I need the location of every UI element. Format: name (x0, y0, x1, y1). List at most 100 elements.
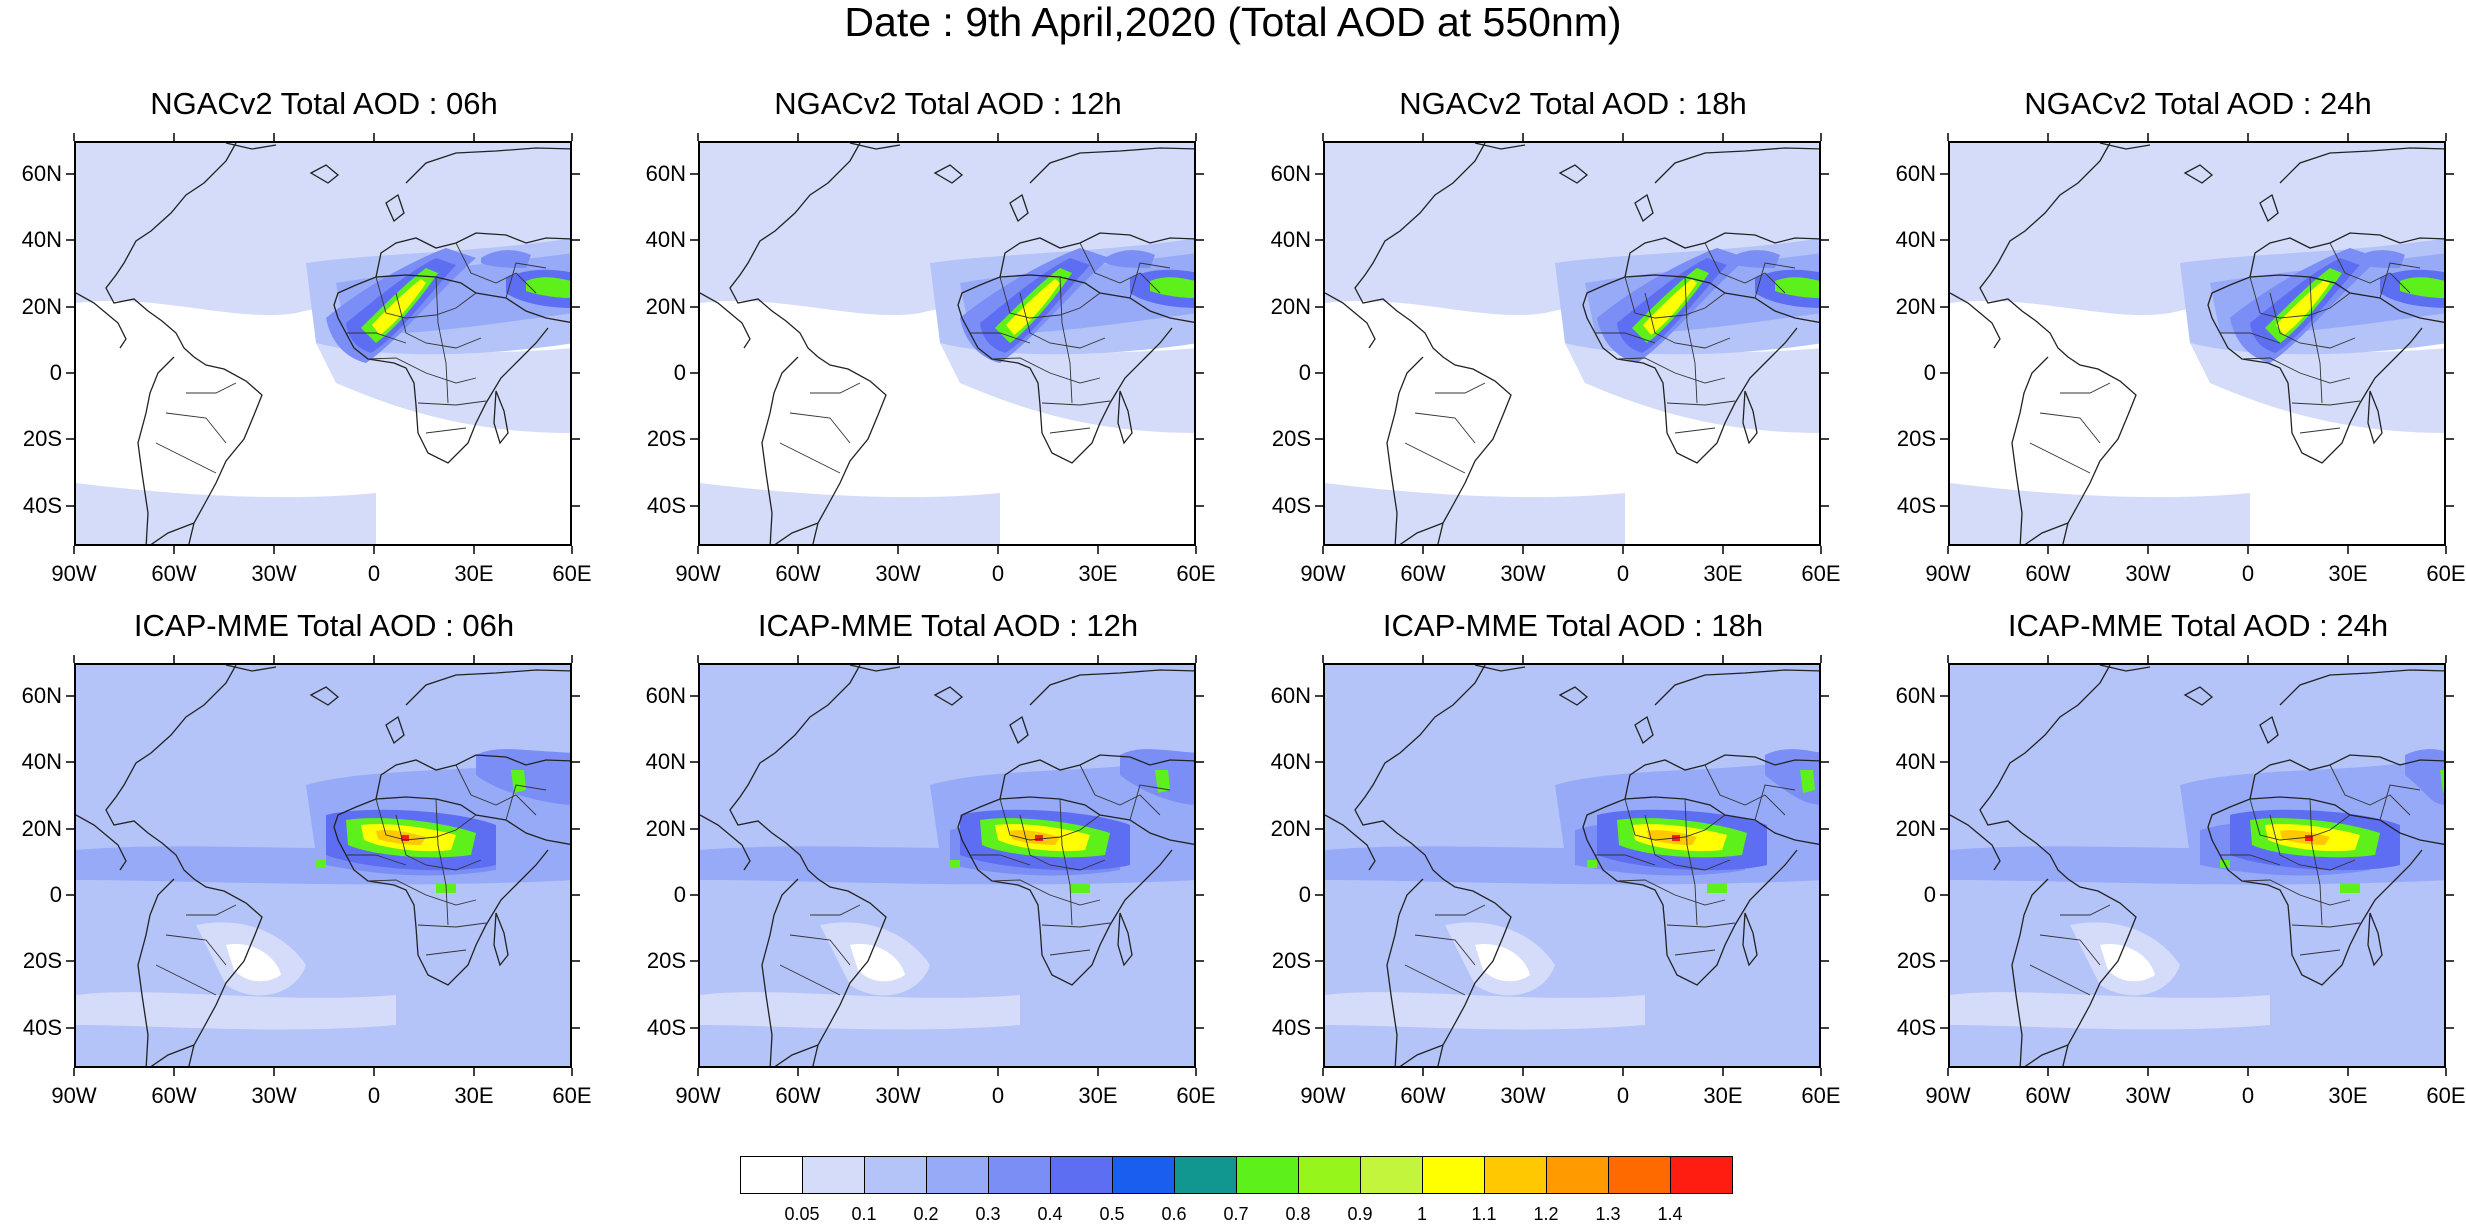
coastline (385, 715, 405, 745)
coastline (309, 686, 340, 706)
country-border (1666, 922, 1736, 928)
aod-contour (2190, 343, 2444, 433)
coastline (1742, 390, 1758, 445)
lon-tick-label: 60E (2426, 1083, 2466, 1108)
coastline (1354, 665, 1512, 1066)
coastline (2367, 390, 2383, 445)
coastline (1950, 292, 2001, 349)
colorbar-label: 0.9 (1347, 1204, 1373, 1224)
coastline (2367, 912, 2383, 967)
aod-contour (1775, 277, 1819, 298)
country-border (2039, 412, 2101, 444)
panel-title: NGACv2 Total AOD : 24h (2024, 86, 2372, 121)
lon-tick-label: 30W (875, 561, 921, 586)
coastline (2011, 356, 2049, 544)
colorbar-cell (1112, 1156, 1175, 1194)
country-border (2060, 382, 2111, 394)
country-border (1666, 400, 1736, 406)
coastline (729, 665, 887, 1066)
coastline (405, 669, 570, 706)
coastline (345, 327, 549, 464)
lon-tick-label: 30E (1703, 561, 1743, 586)
coastline (225, 665, 277, 672)
lat-tick-label: 40N (645, 227, 686, 252)
colorbar-label: 0.5 (1099, 1204, 1125, 1224)
country-border (186, 904, 237, 916)
coastline (1634, 715, 1654, 745)
coastline (385, 193, 405, 223)
coastline (1325, 814, 1376, 871)
lat-tick-label: 40N (1270, 749, 1311, 774)
country-border (1674, 427, 1716, 434)
coastline (2183, 164, 2214, 184)
lon-tick-label: 0 (2241, 1083, 2255, 1108)
country-border (2379, 784, 2421, 821)
country-border (2039, 934, 2101, 966)
axis-ticks (1315, 133, 1829, 554)
country-border (2309, 798, 2323, 926)
lon-tick-label: 30E (1703, 1083, 1743, 1108)
lat-tick-label: 40N (1895, 227, 1936, 252)
lon-tick-label: 90W (1925, 1083, 1971, 1108)
country-border (810, 904, 861, 916)
country-border (970, 332, 1031, 344)
lat-tick-label: 0 (673, 882, 686, 907)
colorbar-label: 0.8 (1285, 1204, 1311, 1224)
coastline (76, 814, 127, 871)
colorbar-label: 1.3 (1595, 1204, 1621, 1224)
country-border (1414, 412, 1476, 444)
country-border (810, 382, 861, 394)
lat-tick-label: 0 (1923, 360, 1936, 385)
lon-tick-label: 60E (2426, 561, 2466, 586)
colorbar-label: 0.3 (975, 1204, 1001, 1224)
country-border (1595, 854, 1656, 866)
lat-tick-label: 0 (49, 882, 62, 907)
country-border (2309, 276, 2323, 404)
coastline (957, 796, 1194, 856)
aod-field (76, 665, 570, 1066)
coastline (1950, 814, 2001, 871)
aod-contour (1800, 770, 1815, 793)
aod-contour (1155, 770, 1170, 793)
aod-contour (850, 944, 905, 982)
coastline (1325, 292, 1376, 349)
axis-ticks (1940, 655, 2454, 1076)
lon-tick-label: 60W (2025, 561, 2071, 586)
coastline (2183, 686, 2214, 706)
panel-title: ICAP-MME Total AOD : 06h (133, 608, 515, 643)
aod-contour (700, 483, 1000, 544)
country-border (2291, 400, 2361, 406)
aod-map (74, 141, 572, 546)
coastline (1117, 390, 1133, 445)
country-border (505, 784, 547, 821)
colorbar-cell (802, 1156, 865, 1194)
country-border (1624, 798, 1726, 841)
axis-ticks (66, 655, 580, 1076)
panel-title: NGACv2 Total AOD : 06h (150, 86, 498, 121)
coastline (2219, 327, 2423, 464)
coastline (1399, 1044, 1444, 1066)
lon-tick-label: 60E (1176, 561, 1216, 586)
country-border (155, 442, 217, 474)
country-border (999, 276, 1101, 319)
aod-contour (226, 944, 281, 982)
coastline (1582, 274, 1819, 334)
country-border (1644, 814, 1731, 871)
lat-tick-label: 0 (1298, 360, 1311, 385)
lat-tick-label: 40N (1895, 749, 1936, 774)
lat-tick-label: 60N (1270, 161, 1311, 186)
aod-contour (1565, 343, 1819, 433)
aod-contour (2400, 277, 2444, 298)
lat-tick-label: 20N (645, 294, 686, 319)
lat-tick-label: 40S (1896, 1015, 1936, 1040)
lon-tick-label: 30W (251, 561, 297, 586)
colorbar-cell (1174, 1156, 1237, 1194)
country-border (367, 879, 477, 906)
coastline (333, 274, 570, 334)
axis-ticks (1315, 655, 1829, 1076)
lat-tick-label: 20N (21, 816, 62, 841)
aod-field (700, 665, 1194, 1066)
lat-tick-label: 20N (1895, 294, 1936, 319)
colorbar-label: 0.2 (913, 1204, 939, 1224)
coastline (2279, 669, 2444, 706)
